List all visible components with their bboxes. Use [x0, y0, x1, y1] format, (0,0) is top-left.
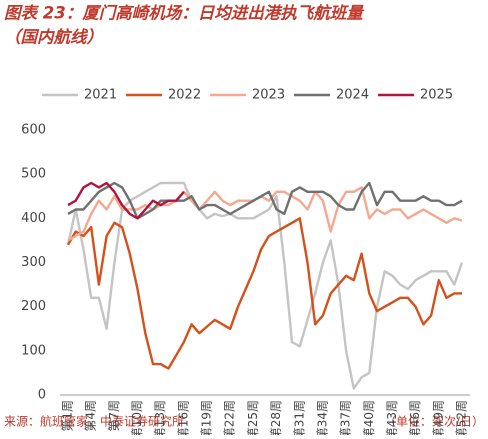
x-tick-label: 第19周 — [200, 400, 214, 435]
x-tick-label: 第43周 — [385, 400, 399, 435]
x-tick-label: 第52周 — [455, 400, 469, 435]
legend-label: 2022 — [168, 88, 201, 103]
x-tick-label: 第10周 — [130, 400, 144, 435]
unit: （单位：架次/日） — [384, 414, 484, 429]
line-series — [66, 217, 462, 370]
x-tick-label: 第1周 — [61, 400, 75, 432]
x-tick-label: 第31周 — [292, 400, 306, 435]
x-tick-label: 第7周 — [107, 400, 121, 432]
x-tick-label: 第40周 — [362, 400, 376, 435]
source: 来源：航班管家，中泰证券研究所 — [4, 414, 184, 429]
x-tick-label: 第37周 — [339, 400, 353, 435]
legend-label: 2023 — [252, 88, 285, 103]
x-tick-label: 第25周 — [246, 400, 260, 435]
y-tick-label: 200 — [21, 299, 46, 314]
x-tick-label: 第46周 — [408, 400, 422, 435]
x-tick-label: 第4周 — [84, 400, 98, 432]
chart-subtitle: （国内航线） — [4, 28, 103, 47]
x-tick-label: 第34周 — [315, 400, 329, 435]
y-tick-label: 400 — [21, 211, 46, 226]
y-tick-label: 0 — [38, 388, 46, 403]
x-tick-label: 第49周 — [431, 400, 445, 435]
x-tick-label: 第13周 — [153, 400, 167, 435]
x-tick-label: 第22周 — [223, 400, 237, 435]
x-tick-label: 第28周 — [269, 400, 283, 435]
y-tick-label: 300 — [21, 255, 46, 270]
y-tick-label: 600 — [21, 123, 46, 138]
chart-title: 图表 23：厦门高崎机场：日均进出港执飞航班量 — [4, 4, 365, 23]
line-series — [66, 181, 464, 390]
x-tick-label: 第16周 — [176, 400, 190, 435]
legend-label: 2024 — [336, 88, 369, 103]
legend-label: 2021 — [84, 88, 117, 103]
y-tick-label: 100 — [21, 343, 46, 358]
legend-label: 2025 — [420, 88, 453, 103]
line-series — [67, 181, 185, 220]
line-series — [67, 181, 463, 220]
y-tick-label: 500 — [21, 167, 46, 182]
